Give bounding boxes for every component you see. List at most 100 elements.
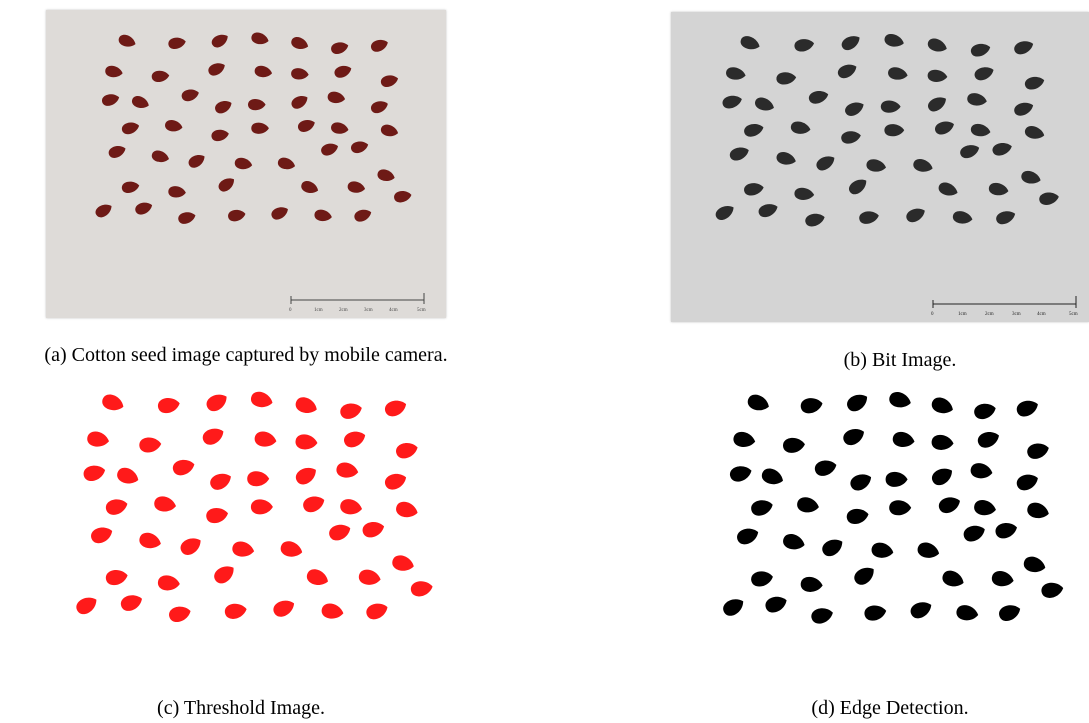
cotton-seed — [723, 599, 744, 616]
panel-a-scale-bar — [290, 293, 425, 304]
cotton-seed — [970, 123, 991, 137]
cotton-seed — [377, 169, 395, 182]
cotton-seed — [1025, 126, 1045, 139]
cotton-seed — [248, 98, 266, 111]
cotton-seed — [1016, 474, 1038, 491]
cotton-seed — [837, 64, 857, 79]
cotton-seed — [942, 570, 964, 587]
scale-label: 3cm — [364, 308, 373, 313]
cotton-seed — [744, 183, 764, 196]
cotton-seed — [850, 474, 872, 491]
panel-a-svg: 0 1cm 2cm 3cm 4cm 5cm — [46, 10, 446, 318]
cotton-seed — [314, 209, 332, 222]
cotton-seed — [396, 443, 418, 459]
cotton-seed — [751, 500, 773, 516]
cotton-seed — [1041, 582, 1064, 598]
cotton-seed — [121, 122, 140, 135]
cotton-seed — [747, 394, 769, 411]
cotton-seed — [108, 146, 126, 158]
cotton-seed — [910, 602, 932, 619]
cotton-seed — [380, 124, 399, 137]
cotton-seed — [168, 37, 186, 49]
scale-label: 2cm — [985, 312, 994, 317]
cotton-seed — [1021, 170, 1041, 184]
cotton-seed — [790, 121, 811, 134]
cotton-seed — [168, 186, 186, 198]
cotton-seed — [208, 63, 225, 76]
cotton-seed — [726, 67, 746, 80]
cotton-seed — [165, 120, 183, 132]
cotton-seed — [971, 43, 991, 57]
cotton-seed — [139, 532, 161, 549]
cotton-seed — [992, 142, 1012, 156]
cotton-seed — [888, 67, 908, 80]
cotton-seed — [370, 39, 388, 52]
cotton-seed — [206, 507, 229, 524]
scale-label: 0 — [931, 312, 934, 317]
cotton-seed — [105, 569, 128, 586]
cotton-seed — [960, 145, 980, 159]
cotton-seed — [366, 603, 388, 620]
cotton-seed — [384, 474, 407, 490]
cotton-seed — [105, 65, 123, 78]
cotton-seed — [809, 91, 829, 104]
cotton-seed — [740, 36, 760, 50]
cotton-seed — [210, 473, 231, 490]
cotton-seed — [394, 191, 412, 203]
cotton-seed — [120, 595, 142, 611]
cotton-seed — [889, 391, 911, 408]
cotton-seed — [340, 499, 363, 515]
cotton-seed — [822, 539, 843, 557]
cotton-seed — [927, 38, 947, 52]
cotton-seed — [135, 202, 153, 215]
cotton-seed — [776, 151, 796, 165]
cotton-seed — [396, 501, 418, 518]
cotton-seed — [344, 431, 366, 448]
cotton-seed — [180, 538, 201, 555]
cotton-seed — [95, 204, 112, 218]
cotton-seed — [321, 143, 339, 156]
cotton-seed — [87, 431, 110, 447]
cotton-seed — [139, 437, 162, 453]
cotton-seed — [974, 500, 996, 516]
cotton-seed — [913, 159, 933, 172]
cotton-seed — [970, 463, 993, 479]
scale-label: 4cm — [389, 308, 398, 313]
cotton-seed — [906, 208, 925, 223]
panel-d-caption: (d) Edge Detection. — [811, 697, 969, 719]
cotton-seed — [884, 124, 905, 137]
cotton-seed — [1039, 192, 1059, 205]
cotton-seed — [967, 93, 987, 106]
cotton-seed — [755, 97, 774, 111]
cotton-seed — [291, 37, 309, 49]
cotton-seed — [247, 471, 270, 487]
cotton-seed — [254, 431, 277, 447]
cotton-seed — [1016, 400, 1038, 417]
cotton-seed — [811, 608, 833, 624]
cotton-seed — [935, 121, 954, 135]
cotton-seed — [928, 97, 946, 112]
cotton-seed — [178, 212, 196, 224]
cotton-seed — [794, 39, 815, 52]
cotton-seed — [321, 603, 344, 619]
cotton-seed — [351, 141, 369, 154]
cotton-seed — [841, 131, 861, 144]
cotton-seed — [1027, 502, 1049, 519]
cotton-seed — [410, 581, 433, 597]
scale-label: 2cm — [339, 308, 348, 313]
cotton-seed — [963, 525, 985, 542]
panel-d-svg — [723, 391, 1064, 624]
cotton-seed — [331, 42, 349, 54]
cotton-seed — [301, 181, 319, 193]
panel-d-seeds — [723, 391, 1064, 624]
cotton-seed — [158, 397, 180, 414]
cotton-seed — [730, 466, 752, 482]
cotton-seed — [846, 508, 869, 524]
cotton-seed — [154, 496, 177, 512]
cotton-seed — [251, 32, 269, 45]
panel-b-seeds — [715, 33, 1059, 227]
cotton-seed — [181, 89, 199, 102]
cotton-seed — [884, 33, 904, 47]
cotton-seed — [273, 600, 295, 617]
cotton-seed — [1027, 443, 1049, 459]
